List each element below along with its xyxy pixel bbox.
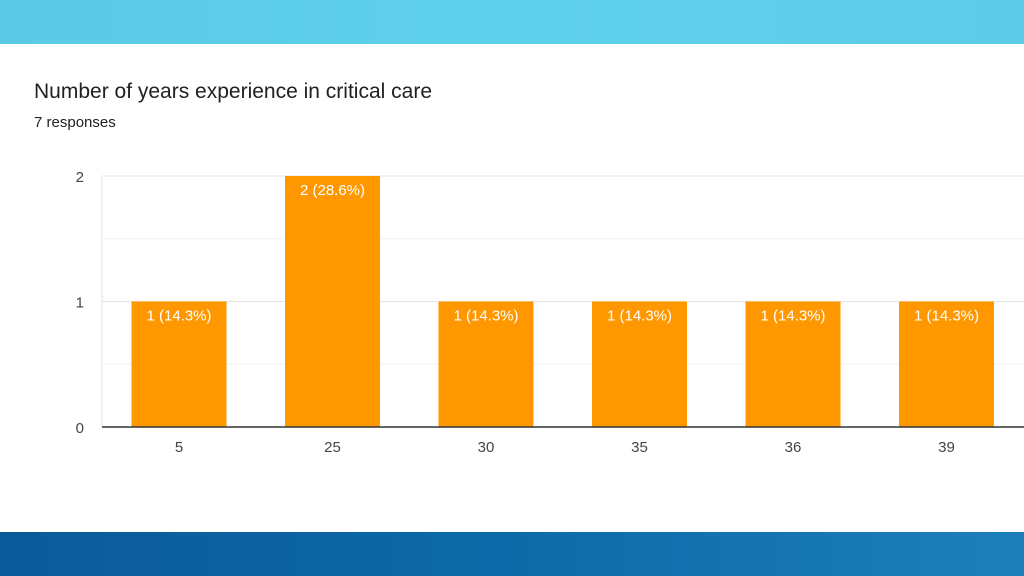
bar — [438, 301, 534, 427]
x-tick-label: 30 — [478, 439, 495, 456]
y-tick-label: 2 — [76, 169, 84, 186]
bar — [592, 301, 687, 427]
top-decorative-band — [0, 0, 1024, 44]
bar — [131, 301, 227, 427]
bar-data-label: 1 (14.3%) — [760, 308, 825, 325]
bar-data-label: 2 (28.6%) — [300, 182, 365, 199]
bar-data-label: 1 (14.3%) — [146, 308, 211, 325]
x-tick-label: 25 — [324, 439, 341, 456]
y-tick-label: 1 — [76, 295, 84, 312]
x-tick-label: 39 — [938, 439, 955, 456]
bar — [285, 176, 380, 427]
y-tick-label: 0 — [76, 420, 84, 437]
x-tick-label: 5 — [175, 439, 183, 456]
bar-data-label: 1 (14.3%) — [914, 308, 979, 325]
bar-data-label: 1 (14.3%) — [453, 308, 518, 325]
question-title: Number of years experience in critical c… — [34, 80, 432, 103]
bar — [745, 301, 841, 427]
response-count: 7 responses — [34, 114, 116, 131]
x-tick-label: 35 — [631, 439, 648, 456]
bar-chart: 0 1 2 1 (14.3%) 5 2 (28.6%) 25 1 (14.3%) 30 1 (14… — [76, 169, 1024, 456]
x-tick-label: 36 — [785, 439, 802, 456]
bar-data-label: 1 (14.3%) — [607, 308, 672, 325]
bar — [899, 301, 994, 427]
bottom-decorative-band — [0, 532, 1024, 576]
